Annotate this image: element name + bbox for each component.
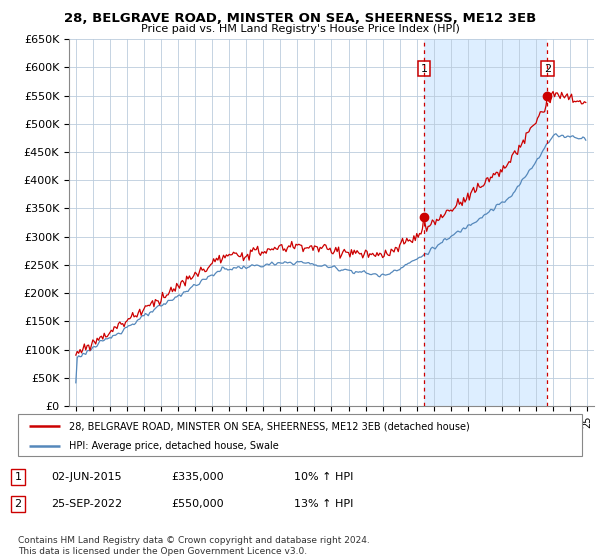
Text: 2: 2 [14,499,22,509]
Text: Price paid vs. HM Land Registry's House Price Index (HPI): Price paid vs. HM Land Registry's House … [140,24,460,34]
Text: 10% ↑ HPI: 10% ↑ HPI [294,472,353,482]
Text: 13% ↑ HPI: 13% ↑ HPI [294,499,353,509]
Text: 02-JUN-2015: 02-JUN-2015 [51,472,122,482]
Text: £550,000: £550,000 [171,499,224,509]
Text: Contains HM Land Registry data © Crown copyright and database right 2024.
This d: Contains HM Land Registry data © Crown c… [18,536,370,556]
Text: 1: 1 [14,472,22,482]
Text: £335,000: £335,000 [171,472,224,482]
Text: 28, BELGRAVE ROAD, MINSTER ON SEA, SHEERNESS, ME12 3EB (detached house): 28, BELGRAVE ROAD, MINSTER ON SEA, SHEER… [69,421,470,431]
Text: HPI: Average price, detached house, Swale: HPI: Average price, detached house, Swal… [69,441,278,451]
Text: 28, BELGRAVE ROAD, MINSTER ON SEA, SHEERNESS, ME12 3EB: 28, BELGRAVE ROAD, MINSTER ON SEA, SHEER… [64,12,536,25]
Text: 1: 1 [421,63,427,73]
Text: 2: 2 [544,63,551,73]
Bar [424,39,547,406]
Text: 25-SEP-2022: 25-SEP-2022 [51,499,122,509]
